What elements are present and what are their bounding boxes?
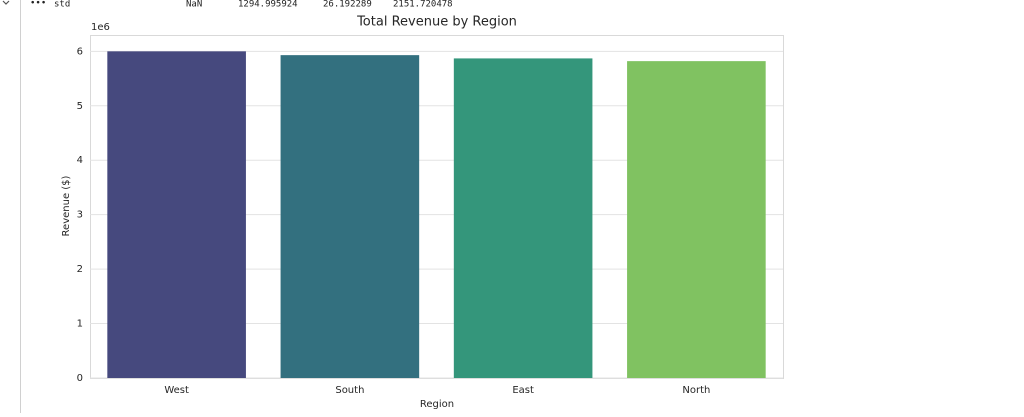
bar (453, 58, 593, 379)
x-tick-label: West (164, 385, 189, 396)
y-tick-label: 5 (77, 101, 83, 112)
bar (627, 61, 766, 379)
bar (280, 55, 420, 379)
y-axis-label: Revenue ($) (61, 175, 72, 236)
x-tick-label: East (512, 385, 534, 396)
y-tick-label: 1 (77, 319, 83, 330)
bar (107, 51, 246, 378)
collapse-chevron[interactable] (2, 0, 10, 5)
y-tick-label: 6 (77, 46, 83, 57)
cell: 26.192289 (323, 0, 372, 10)
more-icon[interactable]: ••• (30, 0, 46, 9)
y-offset-label: 1e6 (91, 22, 110, 33)
cell: NaN (186, 0, 202, 10)
x-axis-label: Region (420, 399, 454, 410)
cell: 1294.995924 (238, 0, 298, 10)
x-tick-label: North (682, 385, 710, 396)
y-tick-label: 0 (77, 373, 83, 384)
y-tick-label: 4 (77, 155, 83, 166)
cell: 2151.720478 (393, 0, 453, 10)
x-tick-label: South (335, 385, 364, 396)
chart-title: Total Revenue by Region (356, 15, 517, 30)
y-tick-label: 2 (77, 264, 83, 275)
row-label: std (54, 0, 70, 10)
y-tick-label: 3 (77, 210, 83, 221)
